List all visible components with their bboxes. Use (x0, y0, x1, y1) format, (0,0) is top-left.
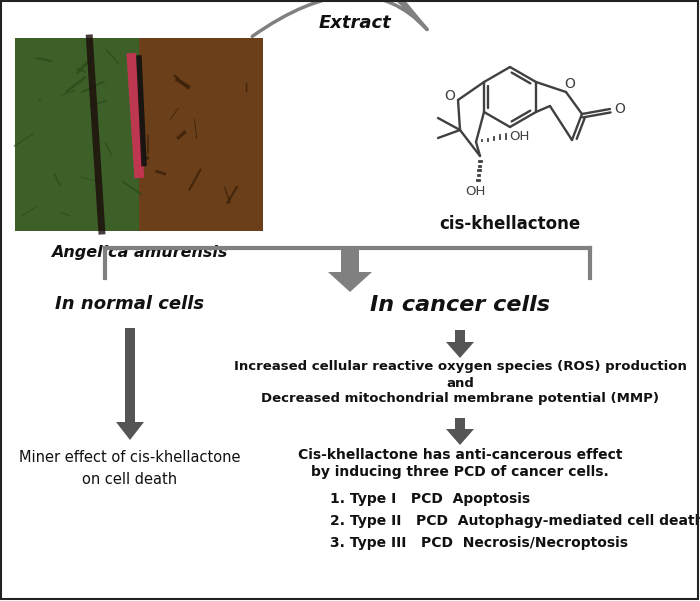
Text: OH: OH (465, 185, 485, 198)
Text: In normal cells: In normal cells (55, 295, 204, 313)
Text: Miner effect of cis-khellactone
on cell death: Miner effect of cis-khellactone on cell … (20, 450, 241, 487)
Bar (139, 38, 263, 231)
Text: by inducing three PCD of cancer cells.: by inducing three PCD of cancer cells. (311, 465, 609, 479)
Polygon shape (446, 418, 474, 445)
Text: 1. Type I   PCD  Apoptosis: 1. Type I PCD Apoptosis (330, 492, 530, 506)
Text: OH: OH (509, 129, 529, 142)
Polygon shape (328, 248, 372, 292)
Text: O: O (444, 89, 456, 103)
Text: Decreased mitochondrial membrane potential (MMP): Decreased mitochondrial membrane potenti… (261, 392, 659, 405)
Text: 3. Type III   PCD  Necrosis/Necroptosis: 3. Type III PCD Necrosis/Necroptosis (330, 536, 628, 550)
Text: In cancer cells: In cancer cells (370, 295, 550, 315)
Text: cis-khellactone: cis-khellactone (440, 215, 580, 233)
Text: Angelica amurensis: Angelica amurensis (51, 245, 228, 260)
Text: and: and (446, 377, 474, 390)
Text: Increased cellular reactive oxygen species (ROS) production: Increased cellular reactive oxygen speci… (234, 360, 687, 373)
Text: O: O (564, 77, 575, 91)
Text: Cis-khellactone has anti-cancerous effect: Cis-khellactone has anti-cancerous effec… (298, 448, 622, 462)
Text: 2. Type II   PCD  Autophagy-mediated cell death: 2. Type II PCD Autophagy-mediated cell d… (330, 514, 700, 528)
Polygon shape (446, 330, 474, 358)
Bar (15, 38, 139, 231)
Text: O: O (615, 102, 625, 116)
Text: Extract: Extract (318, 14, 391, 32)
Polygon shape (116, 328, 144, 440)
